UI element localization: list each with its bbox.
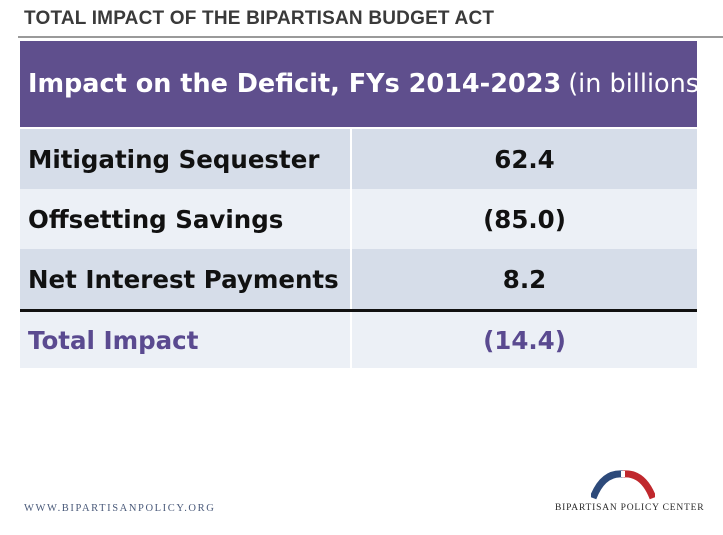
- title-divider: [18, 36, 723, 38]
- row-value: 62.4: [494, 144, 555, 174]
- row-label: Offsetting Savings: [28, 204, 284, 234]
- footer-url: WWW.BIPARTISANPOLICY.ORG: [24, 503, 216, 514]
- logo-text: BIPARTISAN POLICY CENTER: [555, 503, 705, 513]
- total-divider: [20, 309, 697, 312]
- column-divider: [350, 312, 352, 368]
- slide-title: TOTAL IMPACT OF THE BIPARTISAN BUDGET AC…: [24, 8, 495, 29]
- table-header-title: Impact on the Deficit, FYs 2014-2023: [28, 69, 562, 99]
- row-value: (85.0): [483, 204, 566, 234]
- table-header-units: (in billions): [568, 69, 710, 99]
- bipartisan-policy-center-logo: BIPARTISAN POLICY CENTER: [555, 468, 705, 518]
- table-row: Offsetting Savings (85.0): [20, 189, 697, 249]
- table-row: Net Interest Payments 8.2: [20, 249, 697, 309]
- column-divider: [350, 189, 352, 249]
- table-row: Mitigating Sequester 62.4: [20, 129, 697, 189]
- table-header: Impact on the Deficit, FYs 2014-2023 (in…: [20, 41, 709, 127]
- total-row: Total Impact (14.4): [20, 312, 697, 368]
- total-label: Total Impact: [28, 325, 199, 355]
- row-value: 8.2: [502, 264, 547, 294]
- arch-logo-icon: [591, 470, 655, 500]
- table-body: Mitigating Sequester 62.4 Offsetting Sav…: [20, 127, 697, 368]
- column-divider: [350, 249, 352, 309]
- total-value: (14.4): [483, 325, 566, 355]
- row-label: Mitigating Sequester: [28, 144, 320, 174]
- row-label: Net Interest Payments: [28, 264, 339, 294]
- column-divider: [350, 129, 352, 189]
- deficit-impact-table: Impact on the Deficit, FYs 2014-2023 (in…: [20, 41, 709, 368]
